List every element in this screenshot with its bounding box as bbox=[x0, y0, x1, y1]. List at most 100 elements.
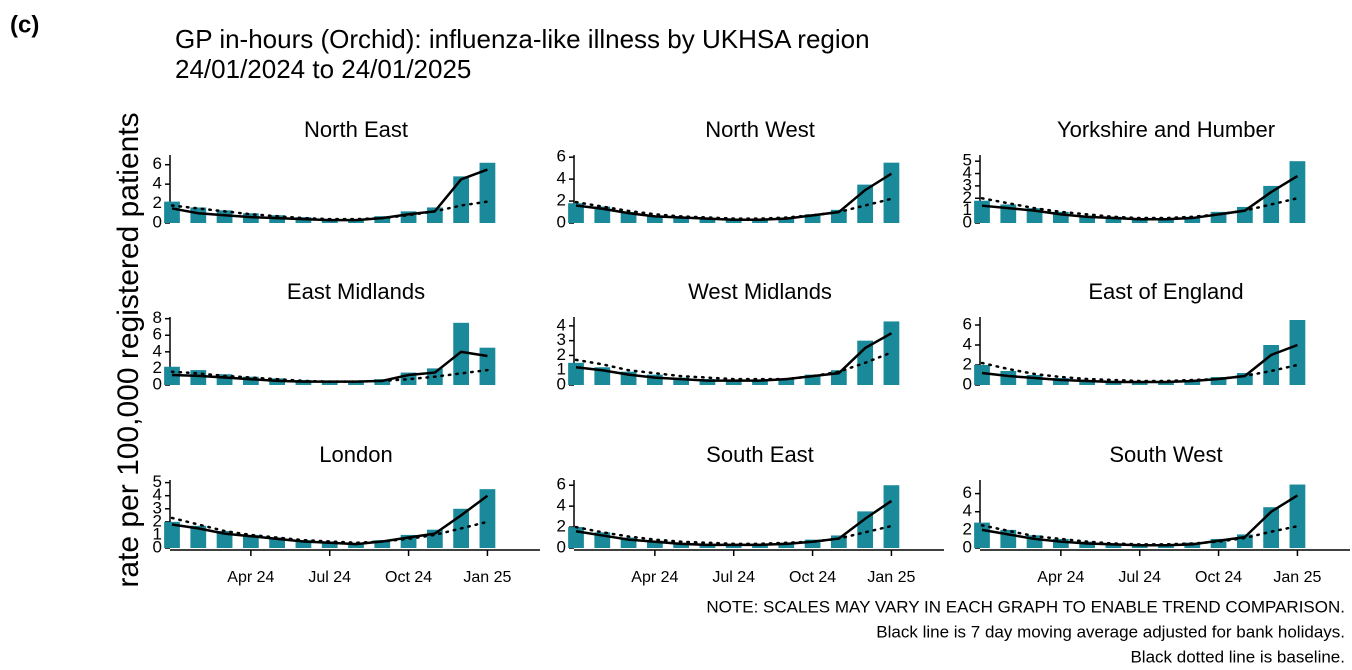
y-tick-label: 4 bbox=[153, 174, 162, 193]
y-tick-label: 0 bbox=[963, 537, 972, 556]
y-tick-label: 6 bbox=[963, 314, 972, 333]
y-tick-label: 4 bbox=[963, 163, 972, 182]
bar bbox=[883, 162, 900, 223]
y-tick-label: 2 bbox=[963, 354, 972, 373]
panel-title: London bbox=[319, 442, 392, 467]
bar bbox=[974, 522, 990, 548]
bar bbox=[1263, 345, 1280, 385]
bar bbox=[1079, 380, 1096, 385]
bar bbox=[974, 365, 990, 385]
panel-title: Yorkshire and Humber bbox=[1057, 117, 1275, 142]
bar bbox=[190, 370, 207, 385]
panel-title: East of England bbox=[1088, 279, 1243, 304]
x-tick-label: Jul 24 bbox=[712, 569, 755, 586]
bar bbox=[646, 540, 663, 548]
bar bbox=[1000, 371, 1017, 385]
y-tick-label: 4 bbox=[153, 485, 162, 504]
bar bbox=[620, 212, 637, 223]
baseline-line bbox=[574, 197, 893, 220]
y-tick-label: 3 bbox=[153, 498, 162, 517]
panel-title: West Midlands bbox=[688, 279, 832, 304]
bar bbox=[1052, 378, 1069, 385]
bar bbox=[752, 380, 768, 385]
bar bbox=[1184, 216, 1201, 223]
bar bbox=[804, 539, 821, 548]
bar bbox=[1289, 320, 1306, 385]
y-tick-label: 0 bbox=[557, 374, 566, 393]
y-tick-label: 0 bbox=[557, 212, 566, 231]
y-tick-label: 2 bbox=[963, 519, 972, 538]
panel-title: South West bbox=[1109, 442, 1222, 467]
bar bbox=[1026, 375, 1043, 385]
bar bbox=[699, 379, 716, 385]
y-tick-label: 2 bbox=[153, 193, 162, 212]
x-tick-label: Jul 24 bbox=[308, 569, 351, 586]
moving-average-line bbox=[171, 494, 489, 546]
bar bbox=[400, 211, 417, 223]
y-tick-label: 5 bbox=[963, 151, 972, 170]
y-tick-label: 1 bbox=[963, 200, 972, 219]
y-tick-label: 1 bbox=[153, 524, 162, 543]
baseline-line bbox=[170, 368, 489, 383]
page-title: GP in-hours (Orchid): influenza-like ill… bbox=[175, 24, 870, 84]
bar bbox=[1210, 377, 1227, 385]
x-tick-label: Oct 24 bbox=[385, 569, 432, 586]
bar bbox=[348, 542, 364, 548]
panel-title: North West bbox=[705, 117, 815, 142]
y-axis-label: rate per 100,000 registered patients bbox=[112, 112, 145, 587]
bar bbox=[479, 162, 496, 223]
bar bbox=[190, 525, 207, 548]
bar bbox=[646, 374, 663, 385]
bar bbox=[778, 542, 795, 548]
footnote: NOTE: SCALES MAY VARY IN EACH GRAPH TO E… bbox=[706, 597, 1345, 616]
y-tick-label: 0 bbox=[963, 374, 972, 393]
baseline-line bbox=[980, 524, 1299, 546]
moving-average-line bbox=[575, 332, 893, 382]
bar bbox=[568, 203, 584, 223]
y-tick-label: 0 bbox=[153, 212, 162, 231]
bar bbox=[1210, 538, 1227, 548]
bar bbox=[1289, 484, 1306, 548]
y-tick-label: 5 bbox=[153, 472, 162, 491]
bar bbox=[1184, 380, 1201, 385]
bar bbox=[778, 379, 795, 385]
bar bbox=[321, 541, 338, 548]
bar bbox=[164, 521, 180, 548]
bar bbox=[374, 540, 391, 548]
panel-label: (c) bbox=[10, 11, 39, 38]
x-tick-label: Apr 24 bbox=[631, 569, 678, 586]
y-tick-label: 2 bbox=[963, 188, 972, 207]
x-tick-label: Apr 24 bbox=[227, 569, 274, 586]
y-tick-label: 6 bbox=[557, 475, 566, 494]
y-tick-label: 6 bbox=[557, 147, 566, 166]
bar bbox=[242, 534, 259, 548]
bar bbox=[479, 489, 496, 548]
bar bbox=[673, 217, 690, 223]
y-tick-label: 4 bbox=[153, 341, 162, 360]
bar bbox=[1289, 161, 1306, 223]
bar bbox=[673, 542, 690, 548]
y-tick-label: 0 bbox=[557, 537, 566, 556]
bar bbox=[568, 527, 584, 548]
bar bbox=[1052, 211, 1069, 223]
bar bbox=[269, 537, 286, 548]
y-tick-label: 2 bbox=[557, 517, 566, 536]
bar bbox=[216, 374, 233, 385]
y-tick-label: 4 bbox=[557, 169, 566, 188]
bar bbox=[778, 217, 795, 223]
y-tick-label: 6 bbox=[153, 154, 162, 173]
baseline-line bbox=[980, 197, 1299, 220]
bar bbox=[1052, 538, 1069, 548]
y-tick-label: 4 bbox=[557, 496, 566, 515]
bar bbox=[164, 201, 180, 223]
bar bbox=[1079, 541, 1096, 548]
y-tick-label: 2 bbox=[153, 511, 162, 530]
y-tick-label: 8 bbox=[153, 308, 162, 327]
x-tick-label: Jan 25 bbox=[1273, 569, 1321, 586]
bar bbox=[804, 214, 821, 223]
bar bbox=[725, 380, 742, 385]
x-tick-label: Jul 24 bbox=[1118, 569, 1161, 586]
bar bbox=[1105, 543, 1122, 548]
